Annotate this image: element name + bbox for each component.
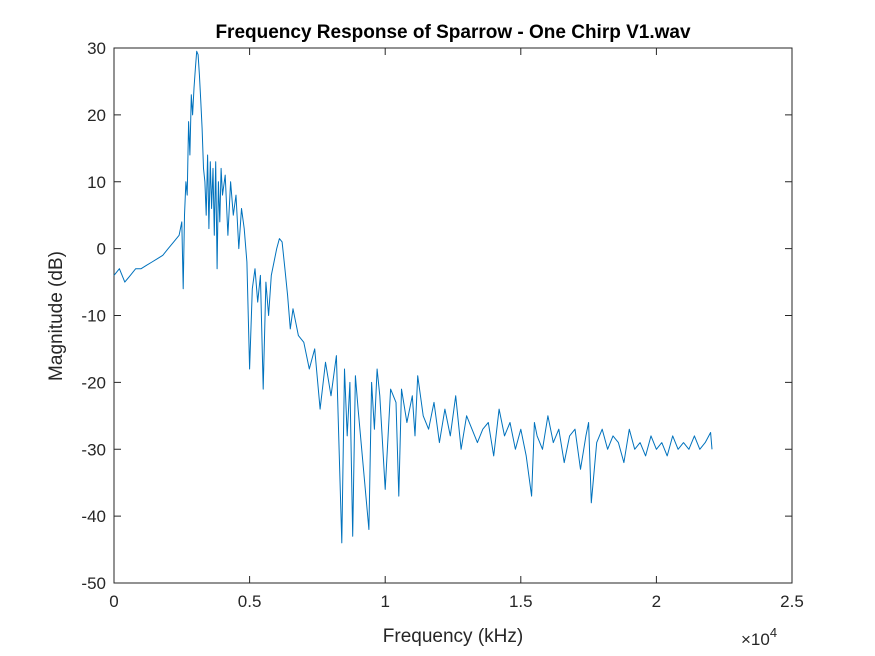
series-line-0 xyxy=(113,50,713,544)
y-tick-label: 30 xyxy=(87,39,106,58)
chart-title: Frequency Response of Sparrow - One Chir… xyxy=(215,22,691,43)
x-tick-label: 2.5 xyxy=(780,592,804,611)
x-axis-label: Frequency (kHz) xyxy=(383,626,523,647)
y-tick-label: -30 xyxy=(81,440,106,459)
y-tick-label: -20 xyxy=(81,373,106,392)
y-tick-label: 20 xyxy=(87,106,106,125)
x-tick-label: 0.5 xyxy=(238,592,262,611)
x-tick-label: 1 xyxy=(380,592,389,611)
y-tick-label: 10 xyxy=(87,173,106,192)
y-axis-label: Magnitude (dB) xyxy=(46,251,67,381)
x-axis-exponent-base: ×10 xyxy=(741,630,770,649)
x-tick-label: 0 xyxy=(109,592,118,611)
x-tick-label: 1.5 xyxy=(509,592,533,611)
y-tick-label: 0 xyxy=(97,240,106,259)
y-tick-label: -40 xyxy=(81,507,106,526)
x-axis-ticks: 0 0.5 1 1.5 2 2.5 xyxy=(109,48,804,611)
y-tick-label: -10 xyxy=(81,307,106,326)
series-group xyxy=(113,50,713,544)
x-axis-exponent-power: 4 xyxy=(770,625,777,640)
y-axis-ticks: -50 -40 -30 -20 -10 0 10 20 30 xyxy=(81,39,792,593)
x-tick-label: 2 xyxy=(652,592,661,611)
x-axis-exponent: ×104 xyxy=(741,625,777,649)
axes: 0 0.5 1 1.5 2 2.5 -50 -40 -30 -20 -10 0 10 20 30 xyxy=(81,39,803,611)
plot-area xyxy=(113,47,793,584)
y-tick-label: -50 xyxy=(81,574,106,593)
